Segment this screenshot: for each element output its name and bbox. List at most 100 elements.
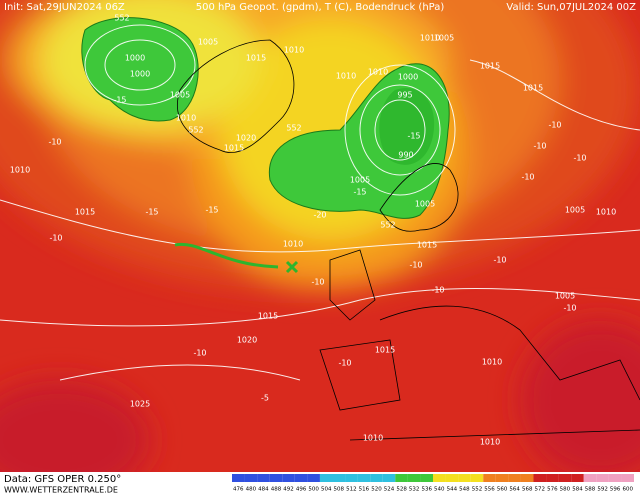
colorbar-swatch [495,474,509,482]
colorbar-label: 564 [509,487,520,493]
colorbar-label: 580 [560,487,571,493]
colorbar-swatch [269,474,283,482]
colorbar-label: 568 [522,487,533,493]
map-label: 1010 [482,358,502,367]
colorbar-label: 600 [622,487,633,493]
map-label: 1015 [258,312,278,321]
map-label: 552 [188,126,203,135]
valid-time: Valid: Sun,07JUL2024 00Z [506,2,636,13]
colorbar-swatch [445,474,459,482]
init-time: Init: Sat,29JUN2024 06Z [4,2,125,13]
colorbar-swatch [357,474,371,482]
colorbar-swatch [232,474,245,482]
map-label: 1000 [130,70,150,79]
map-label: -20 [313,211,326,220]
map-label: -10 [493,256,506,265]
map-labels: 5521005100010001005101010105521020101555… [10,14,616,447]
map-label: 1015 [375,346,395,355]
map-label: 1010 [480,438,500,447]
map-label: -10 [563,304,576,313]
map-label: 1010 [336,72,356,81]
map-label: 1005 [170,91,190,100]
colorbar-label: 576 [547,487,558,493]
colorbar-swatch [307,474,320,482]
colorbar-swatch [546,474,559,482]
colorbar-label: 596 [610,487,621,493]
colorbar: 476 480 484 488 492 496 500 504 508 512 516 520 524 5… [232,474,634,493]
colorbar-label: 592 [597,487,608,493]
map-label: -10 [48,138,61,147]
map-label: 1005 [565,206,585,215]
colorbar-label: 572 [535,487,546,493]
colorbar-label: 516 [359,487,370,493]
colorbar-swatch [558,474,572,482]
map-label: -15 [205,206,218,215]
map-label: -10 [431,286,444,295]
map-label: 1020 [237,336,257,345]
map-label: 1025 [130,400,150,409]
map-label: -15 [145,208,158,217]
colorbar-label: 508 [334,487,345,493]
colorbar-swatch [520,474,534,482]
map-label: 1005 [350,176,370,185]
colorbar-swatch [244,474,258,482]
colorbar-swatch [608,474,622,482]
map-title: 500 hPa Geopot. (gpdm), T (C), Bodendruc… [196,2,445,13]
colorbar-label: 476 [233,487,244,493]
colorbar-label: 540 [434,487,445,493]
map-label: 1010 [176,114,196,123]
map-label: 552 [286,124,301,133]
map-label: 1015 [224,144,244,153]
colorbar-label: 512 [346,487,357,493]
colorbar-swatch [282,474,295,482]
map-label: 1000 [125,54,145,63]
map-label: 1015 [246,54,266,63]
map-label: 1010 [283,240,303,249]
colorbar-label: 520 [371,487,382,493]
map-label: -15 [407,132,420,141]
colorbar-label: 548 [459,487,470,493]
colorbar-label: 560 [497,487,508,493]
colorbar-swatch [332,474,346,482]
colorbar-label: 524 [384,487,395,493]
colorbar-swatch [433,474,446,482]
colorbar-label: 488 [271,487,282,493]
colorbar-label: 492 [283,487,294,493]
colorbar-swatch [621,474,634,482]
map-label: 995 [397,91,412,100]
map-label: 1005 [415,200,435,209]
colorbar-label: 556 [484,487,495,493]
map-label: -5 [261,394,269,403]
map-label: -15 [353,188,366,197]
map-label: -10 [193,349,206,358]
colorbar-swatch [583,474,597,482]
colorbar-swatch [470,474,484,482]
colorbar-swatch [458,474,471,482]
colorbar-swatch [508,474,521,482]
colorbar-label: 588 [585,487,596,493]
map-label: -10 [521,173,534,182]
data-source: Data: GFS OPER 0.250° [4,474,121,485]
colorbar-swatch [382,474,396,482]
colorbar-swatch [571,474,584,482]
colorbar-swatch [319,474,333,482]
map-label: 1010 [284,46,304,55]
map-label: 1010 [420,34,440,43]
colorbar-swatch [596,474,609,482]
colorbar-swatch [370,474,383,482]
map-label: 1005 [555,292,575,301]
colorbar-label: 484 [258,487,269,493]
map-label: -15 [113,96,126,105]
colorbar-swatch [420,474,433,482]
colorbar-label: 528 [396,487,407,493]
map-label: 1005 [198,38,218,47]
colorbar-label: 552 [472,487,483,493]
colorbar-label: 496 [296,487,307,493]
map-label: -10 [311,278,324,287]
map-label: 1010 [368,68,388,77]
site: WWW.WETTERZENTRALE.DE [4,486,118,495]
colorbar-label: 480 [246,487,257,493]
colorbar-label: 532 [409,487,420,493]
map-label: -10 [409,261,422,270]
map-label: 1010 [10,166,30,175]
